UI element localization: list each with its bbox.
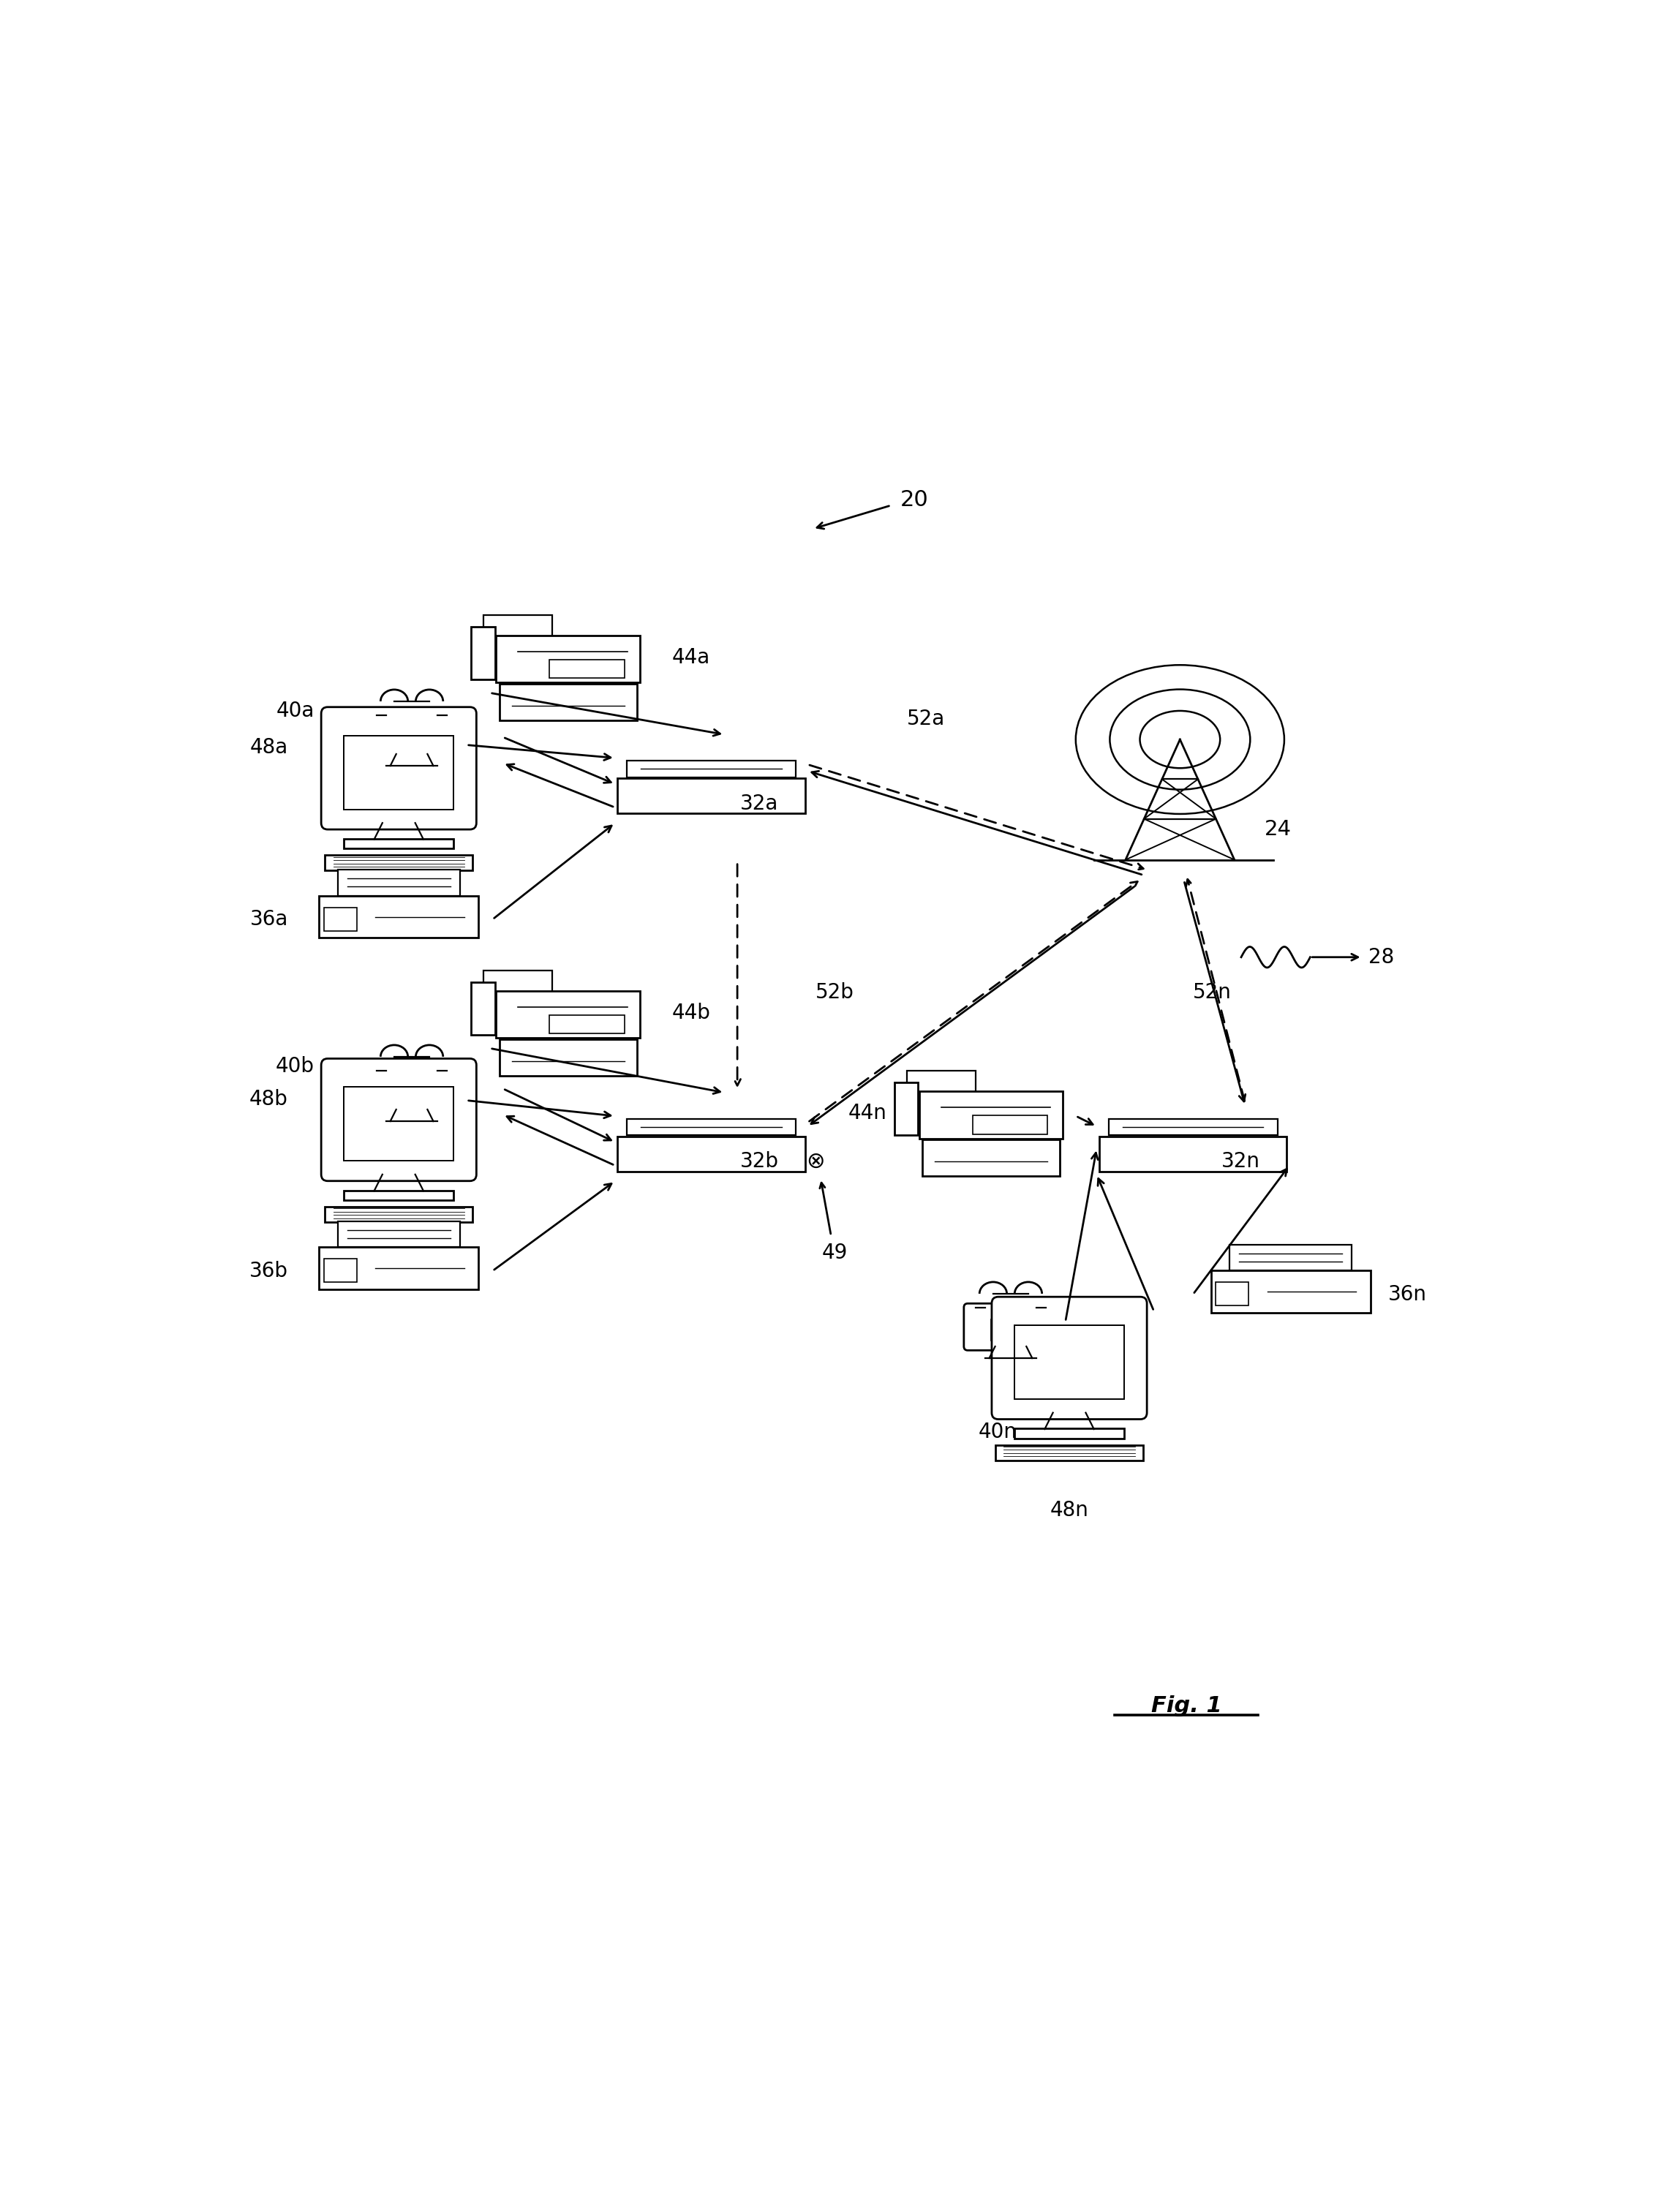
FancyBboxPatch shape bbox=[365, 712, 459, 758]
Bar bbox=[627, 760, 796, 778]
Bar bbox=[393, 1083, 432, 1103]
Text: 28: 28 bbox=[1369, 947, 1394, 967]
Text: 32n: 32n bbox=[1221, 1151, 1260, 1171]
Text: Fig. 1: Fig. 1 bbox=[1151, 1696, 1221, 1716]
Text: 32a: 32a bbox=[739, 793, 778, 813]
Bar bbox=[344, 1088, 454, 1160]
Bar bbox=[894, 1083, 917, 1136]
Text: 48b: 48b bbox=[249, 1090, 289, 1109]
FancyBboxPatch shape bbox=[365, 1066, 459, 1114]
Text: 52n: 52n bbox=[1193, 982, 1231, 1002]
Bar bbox=[973, 1116, 1047, 1134]
Bar bbox=[496, 991, 640, 1039]
Bar bbox=[499, 1039, 637, 1077]
Text: 36b: 36b bbox=[249, 1261, 289, 1281]
Bar bbox=[324, 1259, 356, 1283]
Bar bbox=[618, 1136, 805, 1171]
Text: 52b: 52b bbox=[815, 982, 853, 1002]
FancyBboxPatch shape bbox=[991, 1296, 1147, 1419]
Bar bbox=[496, 635, 640, 683]
Bar bbox=[324, 855, 472, 870]
Bar bbox=[470, 626, 496, 679]
Bar bbox=[618, 778, 805, 813]
Bar bbox=[627, 1118, 796, 1136]
Text: 52a: 52a bbox=[907, 710, 944, 729]
Bar bbox=[549, 659, 625, 679]
Bar bbox=[1015, 1325, 1124, 1399]
Bar bbox=[470, 982, 496, 1035]
Bar bbox=[1216, 1283, 1248, 1305]
Text: 20: 20 bbox=[900, 490, 929, 510]
Bar bbox=[319, 1248, 479, 1290]
Bar bbox=[1230, 1246, 1352, 1270]
Bar bbox=[1099, 1136, 1287, 1171]
Bar bbox=[338, 870, 460, 896]
Bar bbox=[1211, 1270, 1371, 1314]
Bar bbox=[484, 971, 553, 995]
Bar bbox=[1015, 1428, 1124, 1439]
Text: 40b: 40b bbox=[276, 1057, 314, 1077]
Bar bbox=[484, 615, 553, 639]
Bar bbox=[344, 1191, 454, 1200]
Text: 40n: 40n bbox=[978, 1421, 1016, 1443]
Bar bbox=[549, 1015, 625, 1035]
Bar bbox=[996, 1446, 1142, 1461]
Bar bbox=[919, 1092, 1063, 1138]
Bar bbox=[393, 727, 432, 749]
Text: 36a: 36a bbox=[250, 910, 289, 929]
Bar bbox=[324, 1206, 472, 1222]
Bar bbox=[344, 736, 454, 808]
Text: 48n: 48n bbox=[1050, 1501, 1089, 1520]
Bar bbox=[338, 1222, 460, 1248]
Text: 24: 24 bbox=[1265, 819, 1292, 839]
FancyBboxPatch shape bbox=[964, 1303, 1058, 1351]
Bar bbox=[344, 839, 454, 848]
FancyBboxPatch shape bbox=[321, 1059, 477, 1182]
Text: 36n: 36n bbox=[1388, 1283, 1426, 1305]
Text: 49: 49 bbox=[822, 1244, 848, 1263]
FancyBboxPatch shape bbox=[321, 707, 477, 830]
Text: 44a: 44a bbox=[672, 648, 711, 668]
Bar bbox=[922, 1140, 1060, 1175]
Text: 48a: 48a bbox=[250, 738, 289, 758]
Text: 40a: 40a bbox=[276, 701, 314, 721]
Bar bbox=[499, 683, 637, 721]
Bar bbox=[324, 907, 356, 932]
Bar bbox=[1109, 1118, 1277, 1136]
Bar bbox=[991, 1318, 1030, 1340]
Bar bbox=[907, 1070, 976, 1094]
Text: 44b: 44b bbox=[672, 1002, 711, 1024]
Text: ⊗: ⊗ bbox=[806, 1151, 825, 1173]
Text: 32b: 32b bbox=[739, 1151, 778, 1171]
Text: 44n: 44n bbox=[848, 1103, 887, 1123]
Bar bbox=[319, 896, 479, 938]
